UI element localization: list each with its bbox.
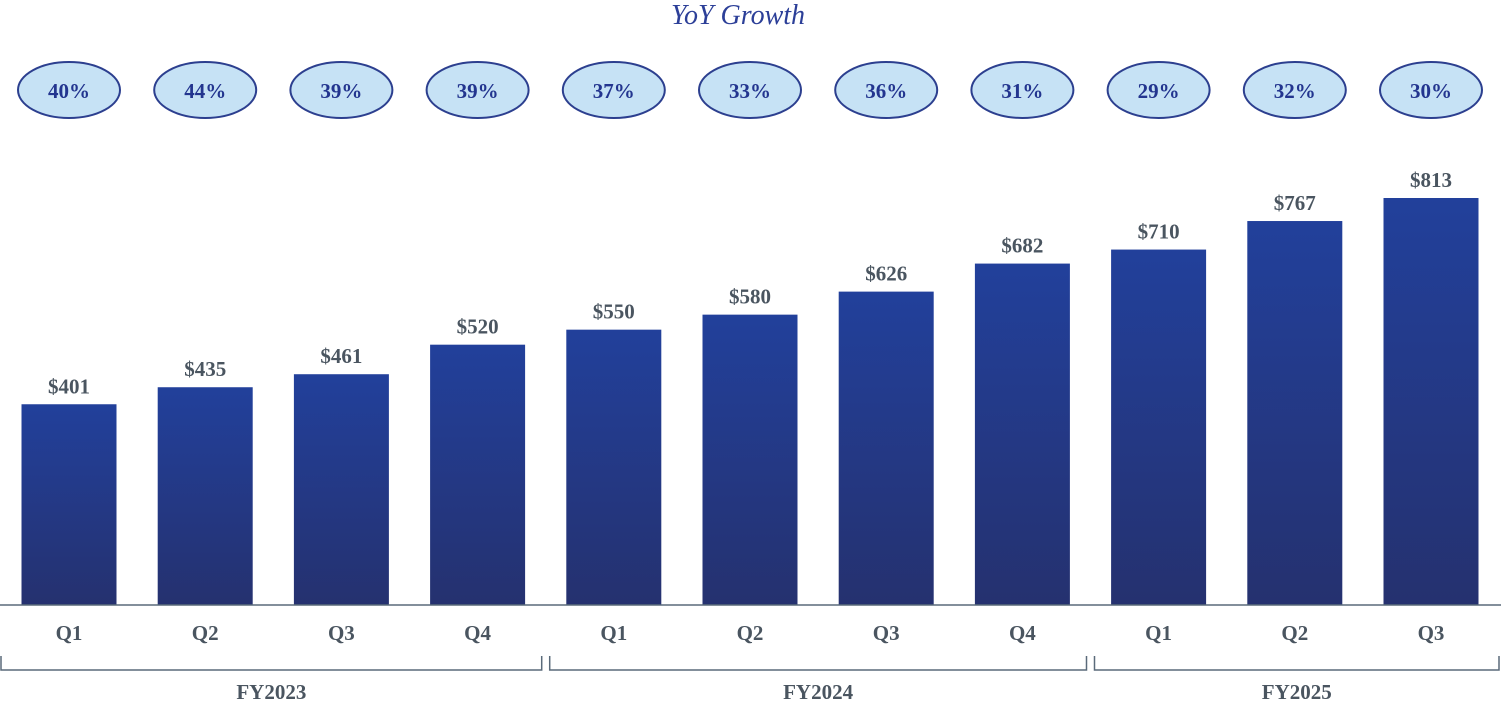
quarter-label: Q3 — [328, 621, 355, 645]
bar-value-label: $580 — [729, 285, 771, 309]
growth-bubble — [561, 61, 666, 119]
category-labels: Q1 Q2 Q3 Q4 Q1 Q2 Q3 Q4 Q1 Q2 Q3 — [56, 621, 1445, 645]
growth-bubble — [834, 61, 939, 119]
bar-value-label: $401 — [48, 374, 90, 398]
quarter-label: Q3 — [873, 621, 900, 645]
bar-value-label: $520 — [457, 315, 499, 339]
chart-title: YoY Growth — [671, 0, 805, 31]
bar — [974, 263, 1070, 605]
bar — [1111, 249, 1207, 605]
fiscal-year-bracket — [548, 656, 1088, 671]
growth-label: 40% — [48, 79, 90, 103]
quarter-label: Q4 — [1009, 621, 1036, 645]
bar — [702, 314, 798, 605]
bar-value-label: $710 — [1138, 220, 1180, 244]
growth-bubble — [970, 61, 1075, 119]
bar-value-label: $767 — [1274, 191, 1316, 215]
bar — [430, 344, 526, 605]
growth-label: 36% — [865, 79, 907, 103]
bar-value-label: $461 — [320, 344, 362, 368]
growth-bubble — [698, 61, 802, 119]
growth-label: 33% — [729, 79, 771, 103]
fiscal-year-bracket — [1093, 656, 1500, 671]
bar — [21, 404, 117, 605]
fiscal-year-bracket — [0, 656, 543, 671]
quarter-label: Q4 — [464, 621, 491, 645]
bar — [838, 291, 934, 605]
bar-value-label: $435 — [184, 357, 226, 381]
quarter-label: Q2 — [737, 621, 764, 645]
fiscal-year-label: FY2023 — [236, 680, 306, 704]
growth-label: 37% — [593, 79, 635, 103]
growth-bubble — [425, 61, 530, 119]
quarter-label: Q1 — [600, 621, 627, 645]
quarter-label: Q2 — [1281, 621, 1308, 645]
bar — [1383, 198, 1479, 605]
quarter-label: Q1 — [56, 621, 83, 645]
bar-value-label: $626 — [865, 262, 907, 286]
fiscal-year-label: FY2025 — [1262, 680, 1332, 704]
bar-value-label: $550 — [593, 300, 635, 324]
bar — [1247, 221, 1343, 605]
fiscal-year-label: FY2024 — [783, 680, 853, 704]
bar-value-label: $813 — [1410, 168, 1452, 192]
growth-label: 31% — [1001, 79, 1043, 103]
bar — [157, 387, 253, 605]
growth-bubble — [153, 61, 258, 119]
quarter-label: Q2 — [192, 621, 219, 645]
growth-label: 44% — [184, 79, 226, 103]
growth-label: 29% — [1138, 79, 1180, 103]
growth-bubble — [1106, 61, 1211, 119]
growth-bubbles: 40% 44% 39% 39% 37% 33% 36% 31% 29% 32% 30% — [17, 61, 1483, 119]
growth-label: 39% — [457, 79, 499, 103]
growth-bubble — [1242, 61, 1347, 119]
growth-bubble — [289, 61, 394, 119]
bar-value-label: $682 — [1001, 234, 1043, 258]
fiscal-year-groups: FY2023 FY2024 FY2025 — [0, 656, 1500, 704]
quarter-label: Q3 — [1418, 621, 1445, 645]
quarter-label: Q1 — [1145, 621, 1172, 645]
bars — [21, 198, 1479, 605]
growth-label: 32% — [1274, 79, 1316, 103]
bar — [293, 374, 389, 605]
bar — [566, 329, 662, 605]
growth-bubble — [17, 61, 121, 119]
growth-label: 39% — [320, 79, 362, 103]
growth-label: 30% — [1410, 79, 1452, 103]
growth-bubble — [1379, 61, 1483, 119]
value-labels: $401 $435 $461 $520 $550 $580 $626 $682 $710 $767… — [48, 168, 1452, 398]
